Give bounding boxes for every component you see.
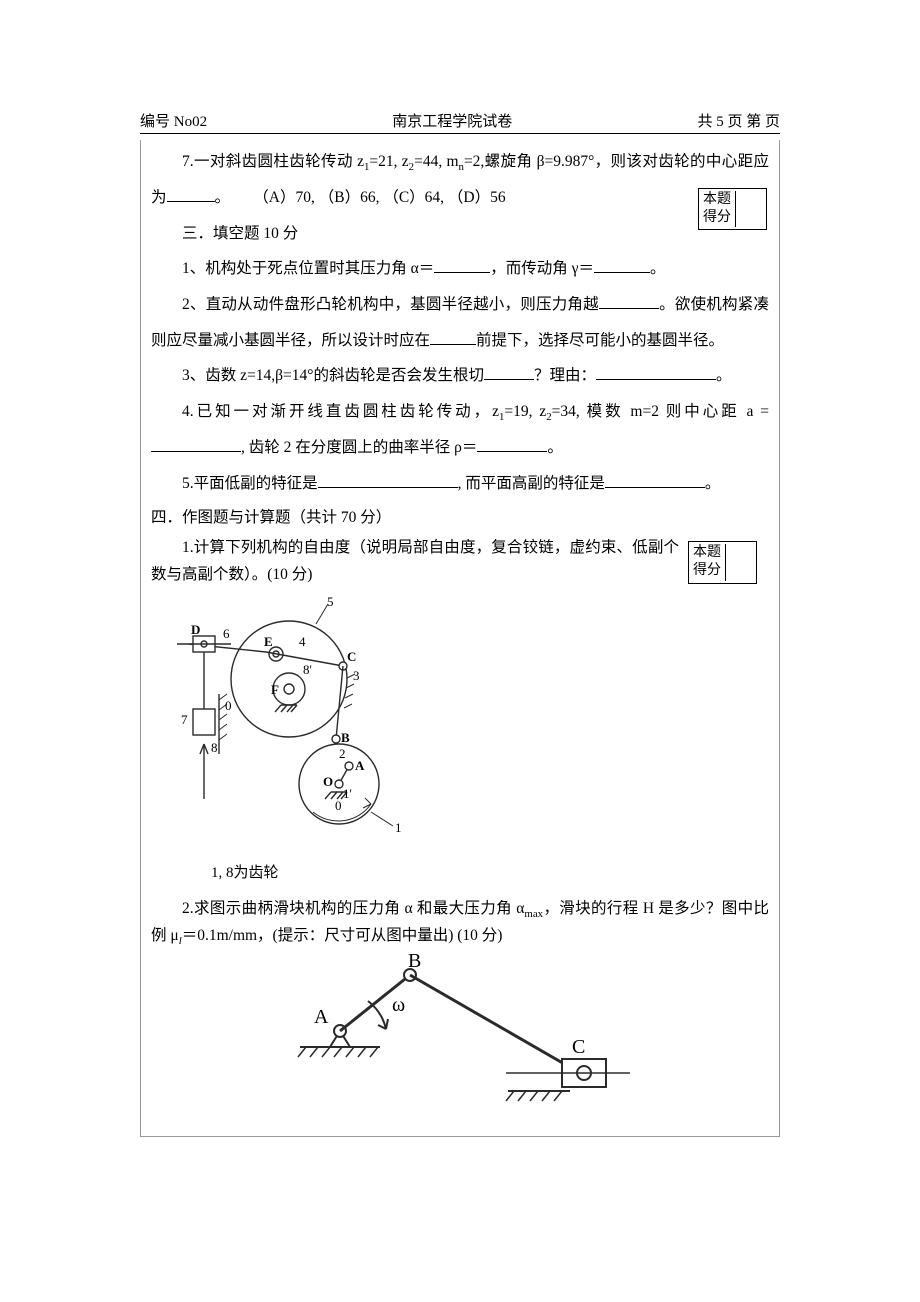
lbl-O: O xyxy=(323,774,333,789)
scorebox2-label-2: 得分 xyxy=(693,562,725,580)
lbl-E: E xyxy=(264,634,273,649)
lbl-1: 1 xyxy=(395,820,402,835)
crank-slider-diagram-icon: A B C ω xyxy=(270,951,650,1111)
mechanism-diagram-icon: D E C F B A O 6 5 4 3 8' 2 1 1' 0 7 xyxy=(171,594,431,854)
lbl-6: 6 xyxy=(223,626,230,641)
lbl-0a: 0 xyxy=(225,698,232,713)
header-right: 共 5 页 第 页 xyxy=(697,110,780,131)
lbl-omega: ω xyxy=(392,994,405,1016)
score-box-2: 本题 得分 xyxy=(688,541,757,583)
figure-2: A B C ω xyxy=(151,951,769,1116)
s3q3-c: 。 xyxy=(716,367,732,384)
page-header: 编号 No02 南京工程学院试卷 共 5 页 第 页 xyxy=(140,110,780,134)
content-frame: 本题 得分 7.一对斜齿圆柱齿轮传动 z1=21, z2=44, mn=2,螺旋… xyxy=(140,140,780,1137)
page: 编号 No02 南京工程学院试卷 共 5 页 第 页 本题 得分 7.一对斜齿圆… xyxy=(0,0,920,1177)
q7-options: （A）70, （B）66, （C）64, （D）56 xyxy=(253,189,505,206)
s3q4-c: =34, 模数 m=2 则中心距 a = xyxy=(552,403,769,420)
header-center: 南京工程学院试卷 xyxy=(392,110,512,131)
lbl-8p: 8' xyxy=(303,662,312,677)
q7-tail: 。 xyxy=(215,189,231,206)
lbl-A: A xyxy=(314,1006,329,1028)
blank xyxy=(318,471,458,488)
question-7: 7.一对斜齿圆柱齿轮传动 z1=21, z2=44, mn=2,螺旋角 β=9.… xyxy=(151,144,769,216)
s3q4-d: , 齿轮 2 在分度圆上的曲率半径 ρ＝ xyxy=(241,439,477,456)
s3q2-a: 2、直动从动件盘形凸轮机构中，基圆半径越小，则压力角越 xyxy=(182,296,599,313)
s3-q4: 4.已知一对渐开线直齿圆柱齿轮传动，z1=19, z2=34, 模数 m=2 则… xyxy=(151,394,769,466)
s4-q1: 1.计算下列机构的自由度（说明局部自由度，复合铰链，虚约束、低副个数与高副个数）… xyxy=(151,535,769,588)
lbl-4: 4 xyxy=(299,634,306,649)
s3q1-a: 1、机构处于死点位置时其压力角 α＝ xyxy=(182,260,434,277)
blank xyxy=(167,186,215,203)
s4q2-a: 2.求图示曲柄滑块机构的压力角 α 和最大压力角 α xyxy=(182,900,524,917)
lbl-B: B xyxy=(341,730,350,745)
header-left: 编号 No02 xyxy=(140,110,207,131)
scorebox-value xyxy=(735,191,762,227)
s3q4-e: 。 xyxy=(547,439,563,456)
blank xyxy=(599,292,659,309)
s3q4-b: =19, z xyxy=(504,403,546,420)
s4q2-sub1: max xyxy=(524,908,543,920)
scorebox-label-1: 本题 xyxy=(703,191,735,209)
blank xyxy=(596,364,716,381)
s3-q1: 1、机构处于死点位置时其压力角 α＝ ，而传动角 γ＝ 。 xyxy=(151,251,769,287)
q7-t2: =21, z xyxy=(369,153,408,170)
lbl-2: 2 xyxy=(339,746,346,761)
s3q5-a: 5.平面低副的特征是 xyxy=(182,475,318,492)
s3q1-c: 。 xyxy=(650,260,666,277)
blank xyxy=(605,471,705,488)
lbl-D: D xyxy=(191,622,200,637)
s3q5-c: 。 xyxy=(705,475,721,492)
lbl-0c: 0 xyxy=(335,798,342,813)
blank xyxy=(594,257,650,274)
s3q4-a: 4.已知一对渐开线直齿圆柱齿轮传动，z xyxy=(182,403,499,420)
lbl-8: 8 xyxy=(211,740,218,755)
s3q5-b: , 而平面高副的特征是 xyxy=(458,475,605,492)
blank xyxy=(434,257,490,274)
blank xyxy=(477,435,547,452)
s3-q3: 3、齿数 z=14,β=14°的斜齿轮是否会发生根切 ？理由： 。 xyxy=(151,358,769,394)
s4q2-c: ＝0.1m/mm，(提示：尺寸可从图中量出) (10 分) xyxy=(182,927,503,944)
scorebox2-value xyxy=(725,544,752,580)
lbl-7: 7 xyxy=(181,712,188,727)
score-box-1: 本题 得分 xyxy=(698,188,767,230)
q7-t3: =44, m xyxy=(414,153,458,170)
lbl-1p: 1' xyxy=(343,786,352,801)
lbl-3: 3 xyxy=(353,668,360,683)
lbl-F: F xyxy=(271,682,279,697)
section-4-title: 四．作图题与计算题（共计 70 分） xyxy=(151,501,769,535)
s3q3-b: ？理由： xyxy=(534,367,596,384)
figure-1-caption: 1, 8为齿轮 xyxy=(211,861,769,882)
section-3-title: 三．填空题 10 分 xyxy=(151,216,769,252)
s3q2-c: 前提下，选择尽可能小的基圆半径。 xyxy=(476,332,724,349)
lbl-5: 5 xyxy=(327,594,334,609)
blank xyxy=(430,328,476,345)
figure-1: D E C F B A O 6 5 4 3 8' 2 1 1' 0 7 xyxy=(171,594,769,882)
s3q1-b: ，而传动角 γ＝ xyxy=(490,260,594,277)
q7-t1: 7.一对斜齿圆柱齿轮传动 z xyxy=(182,153,364,170)
lbl-A: A xyxy=(355,758,365,773)
scorebox2-label-1: 本题 xyxy=(693,544,725,562)
s4-q2: 2.求图示曲柄滑块机构的压力角 α 和最大压力角 αmax，滑块的行程 H 是多… xyxy=(151,896,769,951)
s3-q2: 2、直动从动件盘形凸轮机构中，基圆半径越小，则压力角越。欲使机构紧凑则应尽量减小… xyxy=(151,287,769,358)
scorebox-label-2: 得分 xyxy=(703,209,735,227)
blank xyxy=(484,364,534,381)
blank xyxy=(151,435,241,452)
lbl-C: C xyxy=(572,1036,585,1058)
lbl-C: C xyxy=(347,649,356,664)
s3-q5: 5.平面低副的特征是 , 而平面高副的特征是 。 xyxy=(151,466,769,502)
lbl-B: B xyxy=(408,951,421,972)
s3q3-a: 3、齿数 z=14,β=14°的斜齿轮是否会发生根切 xyxy=(182,367,484,384)
